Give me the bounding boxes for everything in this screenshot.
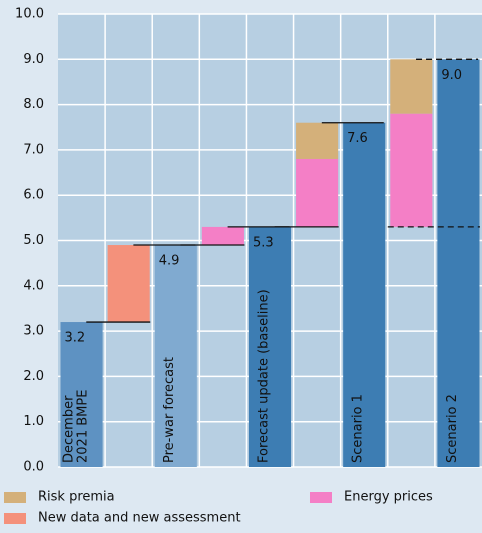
y-tick-label: 5.0: [23, 233, 44, 248]
y-tick-label: 3.0: [23, 324, 44, 339]
legend-swatch: [310, 492, 332, 503]
value-label: 7.6: [347, 131, 368, 146]
y-tick-label: 6.0: [23, 188, 44, 203]
y-tick-label: 1.0: [23, 414, 44, 429]
total-bar: [248, 226, 292, 467]
category-label: December2021 BMPE: [61, 390, 90, 463]
increment-bar: [107, 245, 150, 323]
category-label-line: December: [61, 395, 76, 463]
value-label: 3.2: [65, 331, 86, 346]
increment-bar: [390, 59, 433, 114]
y-tick-label: 10.0: [15, 7, 44, 22]
legend-label: Risk premia: [38, 490, 115, 505]
category-label: Pre-war forecast: [162, 357, 177, 463]
total-bar: [343, 122, 386, 467]
category-label: Scenario 2: [445, 394, 460, 463]
legend-swatch: [4, 492, 26, 503]
value-label: 5.3: [253, 235, 274, 250]
increment-bar: [296, 158, 339, 227]
legend-label: New data and new assessment: [38, 511, 241, 526]
increment-bar: [201, 226, 244, 246]
total-bar: [154, 245, 197, 467]
increment-bar: [390, 113, 433, 227]
category-label-line: 2021 BMPE: [75, 390, 90, 463]
y-tick-label: 2.0: [23, 369, 44, 384]
value-label: 9.0: [441, 68, 462, 83]
y-tick-label: 9.0: [23, 52, 44, 67]
category-label: Forecast update (baseline): [256, 289, 271, 463]
y-tick-label: 8.0: [23, 97, 44, 112]
value-label: 4.9: [159, 254, 180, 269]
y-tick-label: 7.0: [23, 142, 44, 157]
increment-bar: [296, 122, 339, 159]
total-bar: [60, 322, 103, 467]
y-tick-label: 0.0: [23, 460, 44, 475]
category-label: Scenario 1: [351, 394, 366, 463]
legend-swatch: [4, 513, 26, 524]
legend-label: Energy prices: [344, 490, 433, 505]
y-tick-label: 4.0: [23, 278, 44, 293]
total-bar: [437, 59, 480, 468]
